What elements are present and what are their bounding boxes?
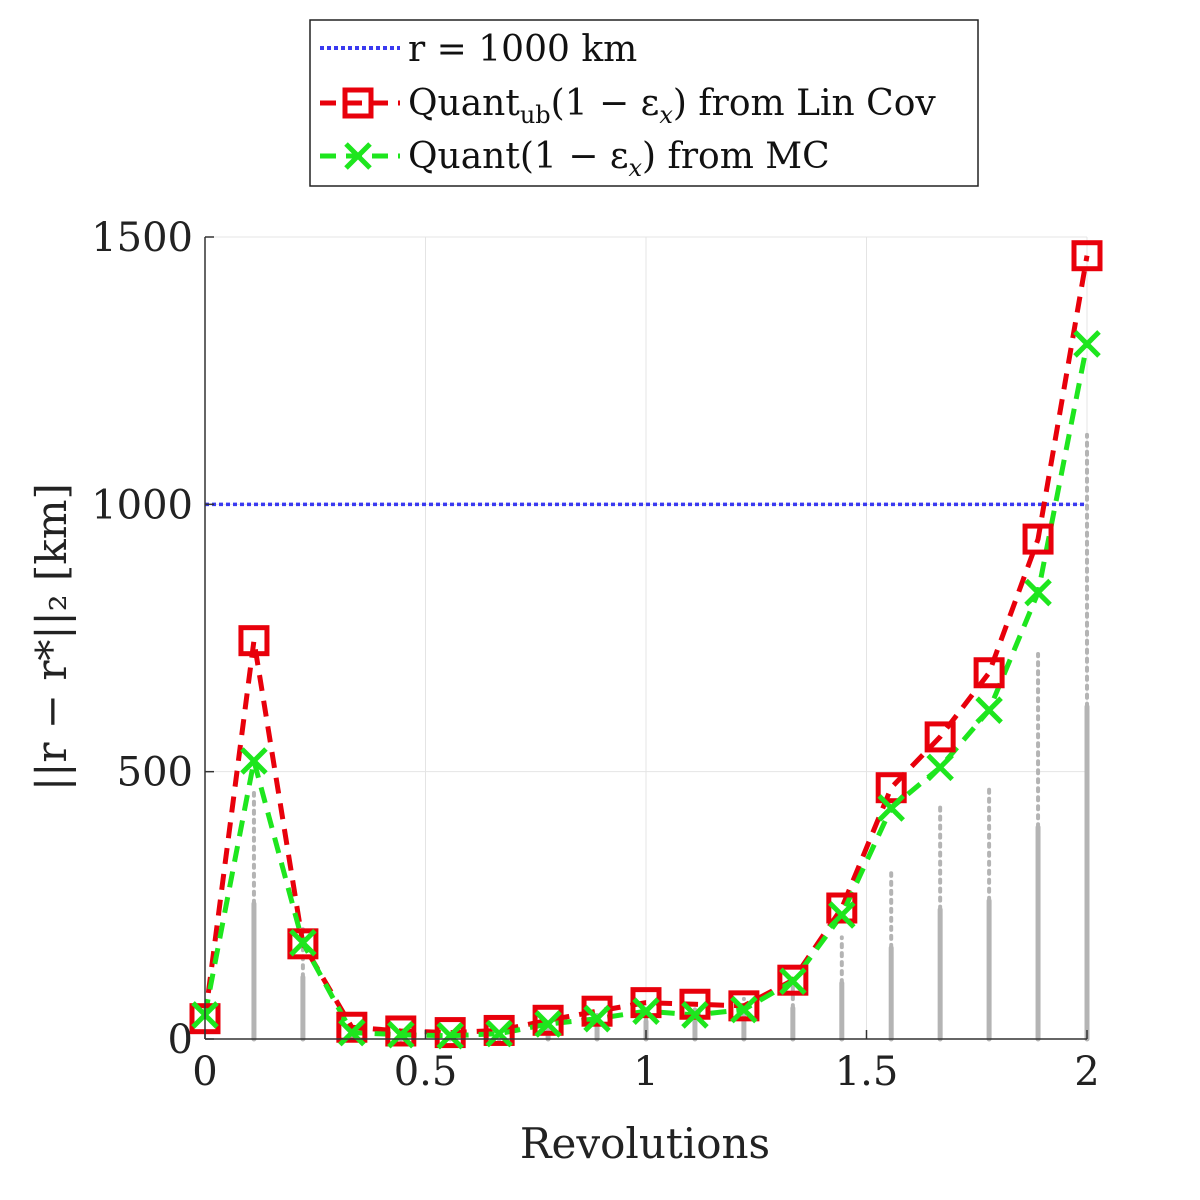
x-tick-label-0: 0 [192, 1049, 217, 1095]
y-tick-label-1: 500 [117, 750, 193, 796]
marker-square-18 [1071, 240, 1103, 272]
series-line-0 [202, 255, 1090, 1036]
y-tick-label-0: 0 [168, 1017, 193, 1063]
marker-x-5 [436, 1022, 464, 1050]
marker-x-9 [632, 997, 660, 1025]
legend-marker-square [342, 87, 374, 119]
marker-x-7 [534, 1010, 562, 1038]
marker-x-1 [240, 747, 268, 775]
marker-square-17 [1022, 523, 1054, 555]
tick-labels: 0 0.5 1 1.5 2 0 500 1000 1500 [91, 215, 1100, 1095]
marker-square-3 [336, 1011, 368, 1043]
legend-marker-x [344, 142, 372, 170]
marker-square-5 [434, 1017, 466, 1049]
marker-x-10 [681, 1001, 709, 1029]
marker-x-11 [730, 995, 758, 1024]
marker-x-16 [975, 696, 1003, 724]
legend-label-reference: r = 1000 km [408, 29, 637, 70]
marker-square-2 [287, 928, 319, 960]
legend-label-lincov: Quantub(1 − εx) from Lin Cov [408, 83, 936, 129]
legend-box [309, 19, 979, 187]
marker-square-14 [875, 772, 907, 804]
marker-square-7 [532, 1004, 564, 1036]
marker-x-2 [289, 928, 317, 957]
x-axis-label: Revolutions [520, 1119, 770, 1168]
marker-x-3 [338, 1018, 366, 1047]
x-tick-label-3: 1.5 [835, 1049, 899, 1095]
marker-square-11 [728, 990, 760, 1022]
y-tick-label-3: 1500 [91, 215, 193, 261]
marker-square-8 [581, 995, 613, 1027]
marker-x-17 [1024, 578, 1052, 607]
marker-x-15 [926, 753, 954, 782]
marker-x-12 [779, 967, 807, 996]
marker-x-14 [877, 794, 905, 822]
legend: r = 1000 km Quantub(1 − εx) from Lin Cov… [309, 19, 979, 187]
marker-square-15 [924, 721, 956, 753]
marker-square-9 [630, 987, 662, 1019]
marker-square-16 [973, 657, 1005, 689]
marker-square-12 [777, 964, 809, 996]
series-group [189, 240, 1103, 1050]
y-axis-label: ||r − r*||₂ [km] [27, 483, 76, 791]
marker-x-6 [485, 1019, 513, 1048]
x-tick-label-4: 2 [1074, 1049, 1099, 1095]
x-tick-label-2: 1 [633, 1049, 658, 1095]
marker-square-1 [238, 625, 270, 657]
legend-label-mc: Quant(1 − εx) from MC [408, 136, 830, 182]
marker-square-6 [483, 1014, 515, 1046]
marker-x-4 [387, 1020, 415, 1049]
axes [204, 236, 1088, 1040]
marker-square-4 [385, 1015, 417, 1047]
marker-x-13 [828, 901, 856, 929]
marker-x-8 [583, 1004, 611, 1033]
y-tick-label-2: 1000 [91, 482, 193, 528]
marker-x-18 [1073, 330, 1101, 358]
x-tick-label-1: 0.5 [394, 1049, 458, 1095]
marker-square-13 [826, 892, 858, 924]
